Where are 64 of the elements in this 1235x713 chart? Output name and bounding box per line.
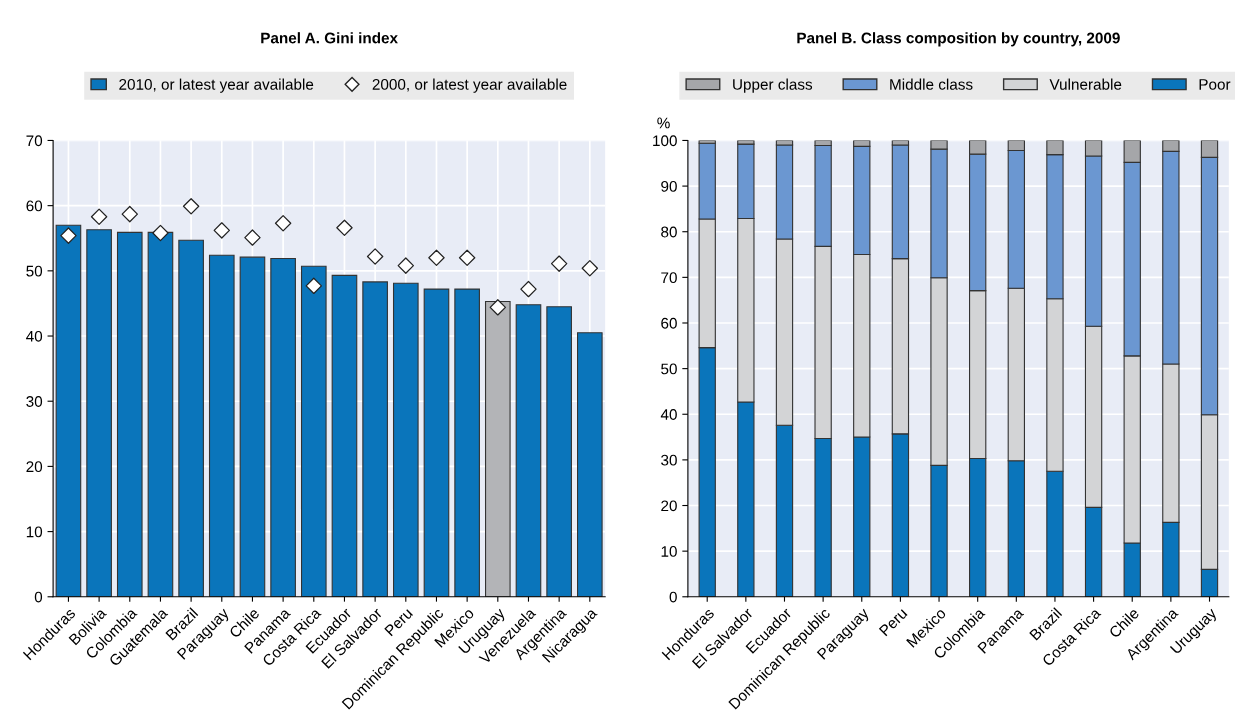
y-tick-label: 30 [661,454,677,466]
y-tick-label: 90 [661,180,677,192]
y-tick-label: 10 [661,546,677,557]
chart-title: Panel B. Class composition by country, 2009 [797,32,1120,47]
y-tick-label: 40 [660,409,677,420]
point [60,227,77,244]
y-tick-label: 50 [661,363,677,375]
point [336,219,353,237]
bar [392,282,419,597]
bar [423,288,450,597]
bar [484,300,511,597]
bar [576,332,603,597]
y-tick-label: 70 [661,272,677,284]
y-tick-label: 20 [26,461,43,473]
legend-label: Poor [1199,79,1231,90]
point [274,215,292,232]
point [182,198,200,215]
y-tick-label: 20 [661,500,677,512]
chart-title: Panel A. Gini index [261,32,398,44]
point [581,259,599,277]
point [550,255,568,272]
bar [147,231,174,597]
y-tick-label: 50 [26,265,43,277]
bar [515,304,542,597]
legend-label: Middle class [890,78,973,90]
legend-label: Upper class [733,78,813,93]
bar [362,281,388,597]
bar [86,229,112,597]
bar [55,224,82,597]
point [213,222,231,239]
bar [116,231,143,597]
point [244,229,261,246]
legend-label: Vulnerable [1049,78,1122,90]
bar [454,288,480,597]
y-axis-title: % [657,117,670,129]
point [121,205,139,223]
point [366,248,384,265]
y-tick-label: 100 [653,135,677,147]
point [428,249,445,267]
y-tick-label: 30 [26,396,43,407]
point [520,280,537,298]
y-tick-label: 70 [26,135,43,147]
point [489,299,507,316]
point [458,249,476,267]
bar [546,306,572,597]
point [90,208,108,225]
point [397,257,415,274]
bar [300,265,327,597]
y-tick-label: 80 [661,226,677,238]
bar [178,239,204,597]
bar [270,257,296,597]
legend-label: 2000, or latest year available [372,78,567,93]
y-tick-label: 0 [34,591,43,603]
bar [239,256,266,597]
point [152,224,169,242]
bar [331,274,358,597]
point [305,277,323,295]
y-tick-label: 60 [661,317,677,329]
y-tick-label: 40 [26,330,43,342]
y-tick-label: 10 [26,526,43,538]
legend-label: 2010, or latest year available [119,78,314,93]
bar [208,254,235,597]
y-tick-label: 60 [26,200,43,212]
y-tick-label: 0 [669,591,677,603]
